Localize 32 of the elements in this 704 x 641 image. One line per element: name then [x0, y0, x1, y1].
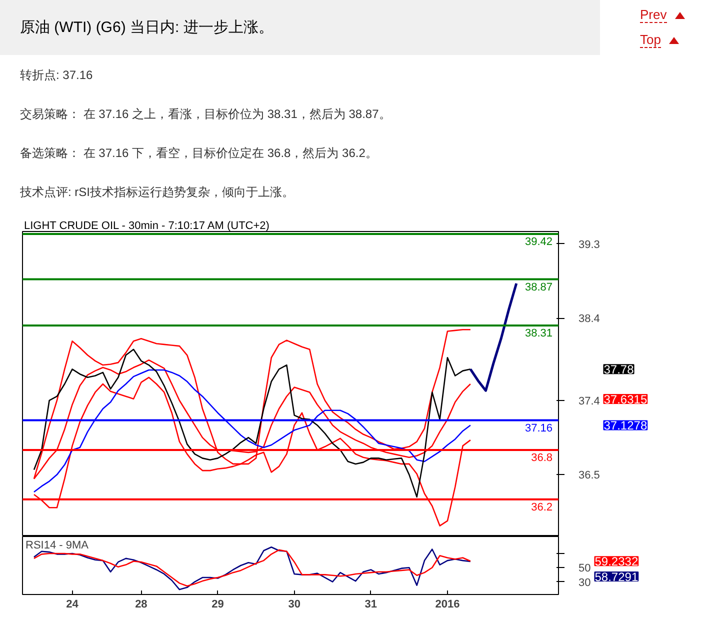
text: 37.78 — [604, 362, 634, 377]
x-tick-label: 28 — [135, 598, 148, 610]
chart-subtitle: LIGHT CRUDE OIL - 30min - 7:10:17 AM (UTC+2) — [24, 219, 270, 234]
y-tick-label: 36.5 — [578, 470, 600, 482]
y-tick-label: 30 — [578, 576, 591, 589]
ref-line-label: 38.87 — [524, 281, 553, 294]
x-tick-label: 24 — [66, 598, 80, 610]
text: 37.1278 — [604, 418, 648, 433]
text: 交易策略： 在 37.16 之上，看涨，目标价位为 38.31，然后为 38.87。 — [20, 106, 391, 124]
ref-line-label: 36.2 — [531, 501, 553, 514]
chart-title: RSI14 - 9MA — [26, 540, 90, 552]
x-tick-label: 31 — [364, 598, 378, 610]
x-tick-label: 30 — [288, 598, 300, 610]
y-tick-label: 37.4 — [578, 395, 600, 408]
text: 技术点评: rSI技术指标运行趋势复杂，倾向于上涨。 — [20, 184, 296, 202]
x-tick-label: 29 — [212, 598, 224, 610]
text: 37.6315 — [604, 392, 648, 406]
text: Top — [640, 32, 661, 48]
ref-line-label: 38.31 — [524, 327, 553, 340]
x-tick-label: 2016 — [435, 598, 460, 610]
y-tick-label: 39.3 — [578, 238, 600, 251]
text: Prev — [640, 7, 667, 23]
ref-line-label: 39.42 — [524, 236, 553, 248]
text: 59.2332 — [594, 554, 638, 569]
text: 备选策略： 在 37.16 下，看空，目标价位定在 36.8，然后为 36.2。 — [20, 145, 378, 162]
y-tick-label: 50 — [578, 562, 591, 575]
chart-title: 原油 (WTI) (G6) 当日内: 进一步上涨。 — [0, 0, 600, 55]
text: 转折点: 37.16 — [20, 67, 94, 84]
ref-line-label: 37.16 — [524, 422, 553, 434]
y-tick-label: 38.4 — [578, 313, 600, 326]
ref-line-label: 36.8 — [531, 452, 553, 464]
text: 58.7291 — [594, 570, 638, 584]
